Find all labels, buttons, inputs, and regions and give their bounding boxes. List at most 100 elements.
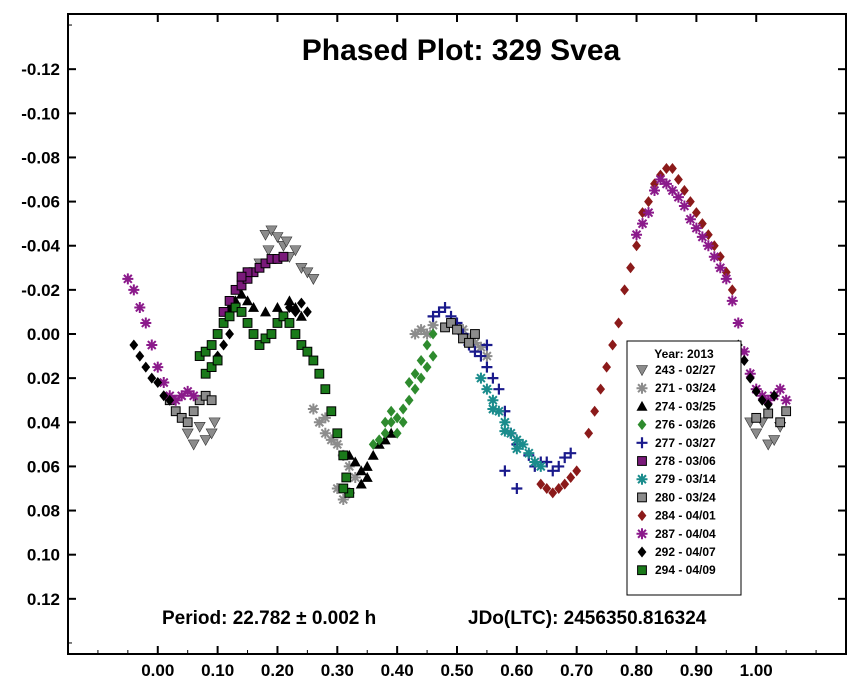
data-point xyxy=(650,178,659,190)
data-point xyxy=(439,302,451,314)
data-point xyxy=(296,340,307,350)
legend-marker xyxy=(636,473,648,485)
data-point xyxy=(757,394,767,406)
data-point xyxy=(668,162,677,174)
data-point xyxy=(542,482,552,494)
data-point xyxy=(308,355,319,366)
data-point xyxy=(355,478,367,489)
y-tick-label: 0.12 xyxy=(27,590,60,609)
data-point xyxy=(416,354,426,366)
data-point xyxy=(236,288,248,299)
data-point xyxy=(206,395,217,406)
legend-label: 284 - 04/01 xyxy=(655,509,716,523)
data-point xyxy=(596,383,606,395)
data-point xyxy=(187,439,200,451)
x-tick-label: 0.10 xyxy=(201,661,234,680)
data-point xyxy=(421,328,433,340)
data-point xyxy=(313,416,325,428)
data-point xyxy=(248,329,259,339)
data-point xyxy=(141,361,151,373)
data-point xyxy=(254,340,265,350)
data-point xyxy=(781,406,792,417)
data-point xyxy=(337,494,349,506)
data-point xyxy=(560,478,570,490)
data-point xyxy=(541,456,553,468)
data-point xyxy=(199,435,212,447)
data-point xyxy=(278,251,289,262)
data-point xyxy=(714,262,726,274)
data-point xyxy=(565,447,577,459)
data-point xyxy=(780,394,792,406)
data-point xyxy=(302,306,312,318)
data-point xyxy=(475,372,487,384)
x-axis: 0.00 0.10 0.20 0.30 0.40 0.50 0.60 0.70 0.80 0.90… xyxy=(97,14,817,680)
legend-label: 243 - 02/27 xyxy=(655,363,716,377)
data-point xyxy=(297,297,306,309)
data-point xyxy=(182,417,193,428)
data-point xyxy=(368,438,378,450)
data-point xyxy=(499,425,511,437)
data-point xyxy=(129,339,139,351)
legend-entry: 243 - 02/27 xyxy=(635,363,716,377)
data-point xyxy=(219,339,228,351)
legend-entry: 280 - 03/24 xyxy=(637,490,716,504)
data-point xyxy=(236,307,247,317)
data-point xyxy=(738,346,750,358)
data-point xyxy=(721,266,731,278)
y-tick-label: -0.12 xyxy=(21,60,60,79)
data-point xyxy=(422,361,432,373)
legend-marker xyxy=(636,382,648,394)
period-annotation: Period: 22.782 ± 0.002 h xyxy=(162,608,376,629)
data-point xyxy=(170,406,181,417)
data-point xyxy=(181,428,194,440)
data-point xyxy=(398,416,408,428)
x-tick-label: 0.90 xyxy=(680,661,713,680)
data-point xyxy=(193,421,206,433)
data-point xyxy=(487,394,499,406)
data-point xyxy=(672,191,684,203)
legend-marker xyxy=(637,546,647,558)
legend-label: 294 - 04/09 xyxy=(655,563,716,577)
legend-marker xyxy=(637,510,647,522)
data-point xyxy=(271,302,283,312)
series-278 xyxy=(218,251,289,317)
x-tick-label: 0.30 xyxy=(321,661,354,680)
data-point xyxy=(158,377,170,389)
data-point xyxy=(332,428,343,439)
data-point xyxy=(349,456,361,467)
data-point xyxy=(392,427,402,439)
data-point xyxy=(536,478,546,490)
data-point xyxy=(775,417,786,428)
data-point xyxy=(631,229,643,241)
legend-marker xyxy=(636,437,648,449)
data-point xyxy=(361,460,373,471)
data-point xyxy=(654,174,666,186)
legend-marker xyxy=(637,456,647,466)
data-point xyxy=(626,262,635,274)
data-point xyxy=(355,465,367,476)
data-point xyxy=(487,372,499,384)
data-point xyxy=(307,274,320,285)
legend-label: 276 - 03/26 xyxy=(655,418,716,432)
x-tick-label: 0.70 xyxy=(560,661,593,680)
data-point xyxy=(559,452,571,464)
data-point xyxy=(720,273,732,285)
legend-title: Year: 2013 xyxy=(654,347,714,361)
data-point xyxy=(262,245,275,257)
data-point xyxy=(200,368,211,379)
data-point xyxy=(415,324,427,336)
epoch-annotation: JDo(LTC): 2456350.816324 xyxy=(468,608,707,629)
data-point xyxy=(648,185,660,197)
y-tick-label: 0.04 xyxy=(27,413,61,432)
data-point xyxy=(200,346,211,357)
data-point xyxy=(481,383,493,395)
data-point xyxy=(236,271,247,282)
legend-marker xyxy=(636,528,648,540)
data-point xyxy=(319,427,331,439)
data-point xyxy=(134,302,146,314)
data-point xyxy=(464,337,474,348)
legend-label: 277 - 03/27 xyxy=(655,436,716,450)
data-point xyxy=(206,362,217,373)
data-point xyxy=(259,306,271,317)
data-point xyxy=(696,231,708,243)
